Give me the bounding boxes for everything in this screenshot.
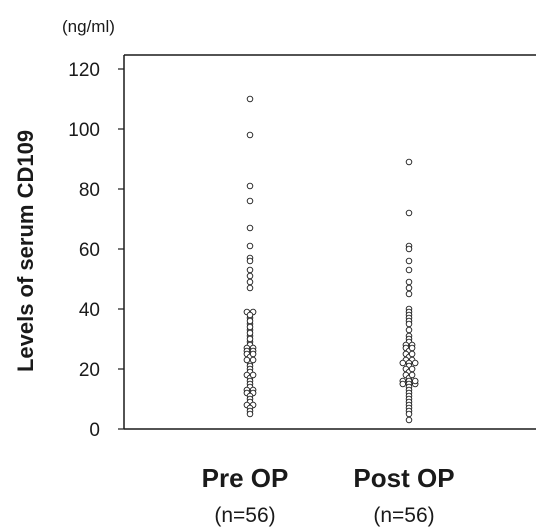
data-point	[246, 272, 254, 280]
data-point	[243, 356, 251, 364]
y-tick-label: 20	[79, 360, 100, 381]
data-point	[246, 278, 254, 286]
data-point	[405, 320, 413, 328]
data-point	[408, 365, 416, 373]
y-tick-label: 60	[79, 240, 100, 261]
data-point	[408, 371, 416, 379]
plot-axes	[123, 54, 536, 430]
data-point	[246, 329, 254, 337]
data-point	[246, 197, 254, 205]
data-point	[405, 326, 413, 334]
data-point	[405, 209, 413, 217]
data-point	[246, 224, 254, 232]
data-point	[405, 158, 413, 166]
unit-label: (ng/ml)	[62, 17, 115, 36]
data-point	[246, 242, 254, 250]
data-point	[411, 377, 419, 385]
y-tick-label: 40	[79, 300, 100, 321]
data-point	[399, 380, 407, 388]
y-tick-group: 0 20 40 60 80 100 120	[68, 60, 124, 441]
data-point	[411, 359, 419, 367]
data-point	[405, 257, 413, 265]
data-point	[405, 410, 413, 418]
data-point	[249, 350, 257, 358]
category-sample-size: (n=56)	[214, 504, 275, 527]
data-point	[246, 284, 254, 292]
data-point	[246, 266, 254, 274]
data-point	[246, 95, 254, 103]
data-point	[405, 245, 413, 253]
data-point	[249, 371, 257, 379]
y-tick-label: 120	[68, 60, 100, 81]
category-label: Post OP	[353, 463, 454, 493]
data-point	[246, 311, 254, 319]
category-label: Pre OP	[202, 463, 289, 493]
y-tick-label: 80	[79, 180, 100, 201]
data-point	[405, 266, 413, 274]
data-point	[249, 356, 257, 364]
data-point	[246, 131, 254, 139]
data-point	[246, 335, 254, 343]
data-points	[243, 95, 419, 424]
data-point	[405, 290, 413, 298]
data-point	[408, 344, 416, 352]
category-labels: Pre OP (n=56) Post OP (n=56)	[202, 463, 455, 527]
category-sample-size: (n=56)	[373, 504, 434, 527]
data-point	[246, 410, 254, 418]
y-axis-label: Levels of serum CD109	[13, 130, 38, 372]
data-point	[246, 182, 254, 190]
y-tick-label: 100	[68, 120, 100, 141]
data-point	[246, 317, 254, 325]
data-point	[405, 278, 413, 286]
data-point	[246, 323, 254, 331]
data-point	[405, 416, 413, 424]
y-tick-label: 0	[89, 420, 100, 441]
data-point	[399, 359, 407, 367]
data-point	[408, 350, 416, 358]
data-point	[246, 257, 254, 265]
data-point	[405, 284, 413, 292]
